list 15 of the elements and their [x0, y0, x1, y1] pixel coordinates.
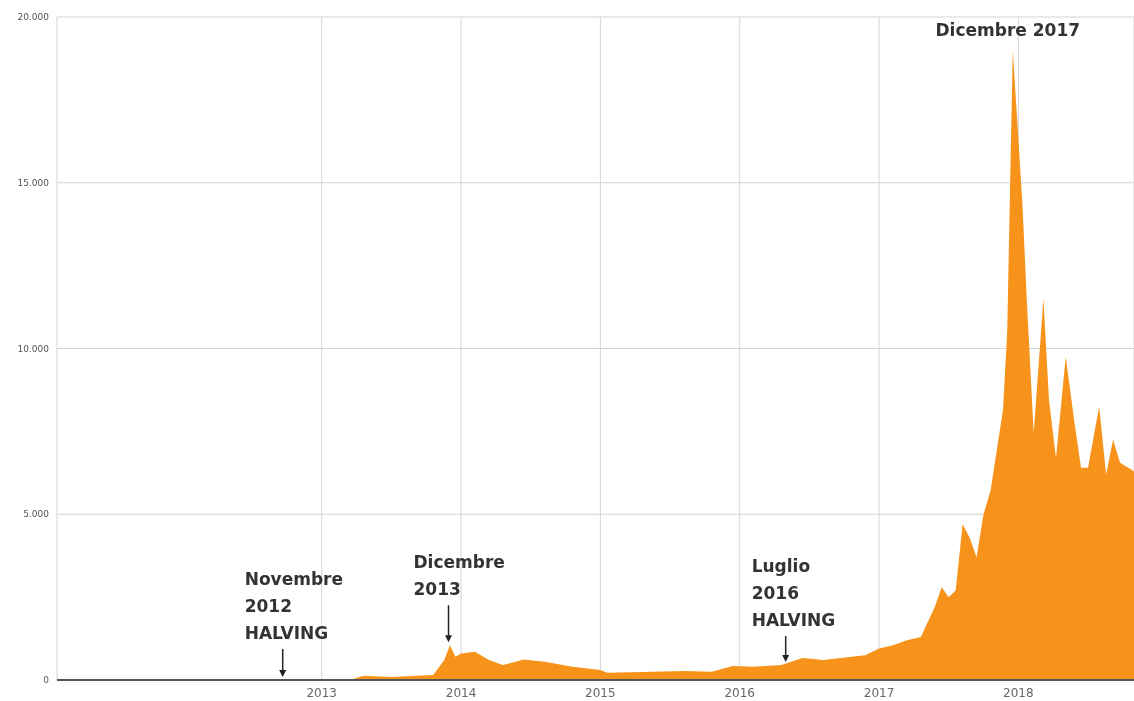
y-tick-label: 15.000 — [17, 177, 50, 188]
x-tick-label: 2018 — [1003, 685, 1034, 700]
y-tick-label: 0 — [43, 675, 50, 686]
annotation: Dicembre 2013 — [413, 552, 505, 600]
y-tick-label: 10.000 — [17, 343, 50, 354]
x-tick-label: 2016 — [724, 685, 755, 700]
y-tick-label: 20.000 — [17, 12, 50, 23]
y-tick-label: 5.000 — [23, 509, 50, 520]
annotation: Novembre 2012 HALVING — [244, 569, 344, 643]
annotation: Luglio 2016 HALVING — [751, 556, 836, 631]
x-tick-label: 2013 — [306, 685, 337, 700]
x-tick-label: 2017 — [863, 685, 895, 700]
x-tick-label: 2015 — [585, 685, 616, 700]
annotation: Dicembre 2017 — [935, 20, 1081, 41]
x-tick-label: 2014 — [445, 685, 477, 700]
